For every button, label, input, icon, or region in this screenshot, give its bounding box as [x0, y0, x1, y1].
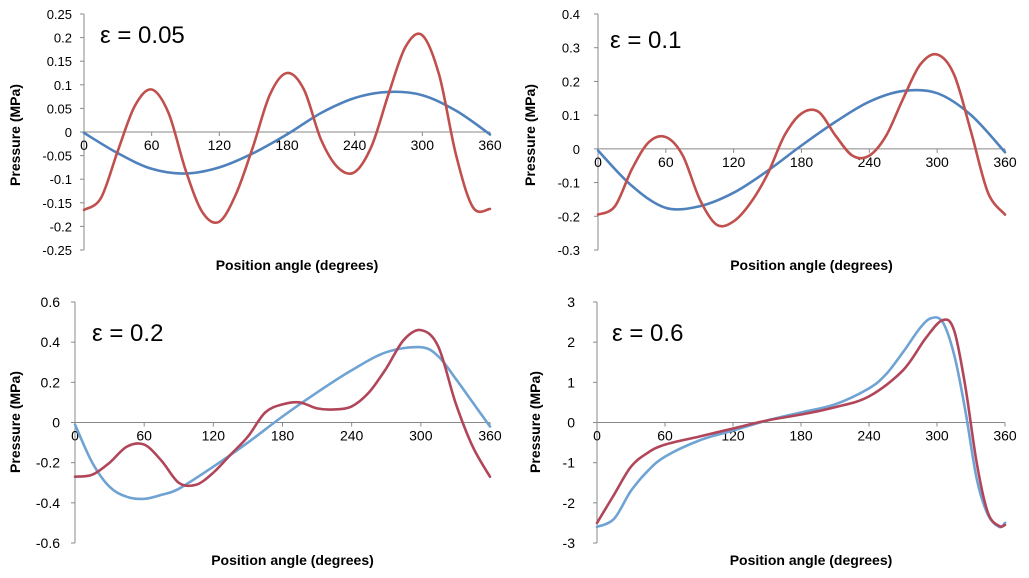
y-tick-label: 0 — [52, 415, 60, 431]
y-tick-label: 0.25 — [47, 7, 72, 22]
chart-panel-3: -0.6 -0.4 -0.2 0 0.2 0.4 0.6 0 60 120 180 240 300 360… — [0, 287, 515, 573]
y-tick-label: 0.15 — [47, 54, 72, 69]
y-tick-label: -2 — [563, 495, 576, 511]
x-tick-label: 120 — [202, 428, 226, 444]
y-tick-label: -0.3 — [558, 243, 580, 258]
y-axis-label: Pressure (MPa) — [522, 84, 538, 186]
y-tick-label: -3 — [563, 535, 576, 551]
x-tick-label: 300 — [925, 428, 949, 444]
x-tick-label: 240 — [340, 428, 364, 444]
x-tick-label: 0 — [80, 137, 88, 153]
y-tick-label: 0.2 — [562, 74, 580, 89]
y-tick-label: 0.3 — [562, 41, 580, 56]
x-tick-label: 360 — [993, 154, 1017, 170]
chart-1-svg: -0.25 -0.2 -0.15 -0.1 -0.05 0 0.05 0.1 0.15 0.2 0.… — [7, 7, 502, 273]
x-tick-label: 120 — [208, 137, 232, 153]
x-tick-label: 0 — [594, 154, 602, 170]
y-tick-label: -0.05 — [42, 149, 72, 164]
y-tick-label: -0.2 — [36, 455, 60, 471]
x-tick-label: 180 — [275, 137, 299, 153]
y-tick-label: 0.2 — [41, 374, 61, 390]
chart-title: ε = 0.2 — [92, 320, 163, 347]
x-tick-label: 360 — [478, 428, 502, 444]
y-tick-label: 0.05 — [47, 101, 72, 116]
series-line-2 — [595, 318, 1007, 529]
chart-title: ε = 0.05 — [100, 22, 185, 49]
x-tick-label: 360 — [993, 428, 1017, 444]
y-tick-label: 0 — [573, 142, 580, 157]
x-axis-label: Position angle (degrees) — [216, 257, 379, 273]
x-tick-label: 180 — [790, 154, 814, 170]
y-tick-label: -0.1 — [558, 176, 580, 191]
y-tick-label: -0.25 — [42, 243, 72, 258]
x-tick-label: 60 — [136, 428, 152, 444]
x-axis-label: Position angle (degrees) — [211, 552, 374, 568]
y-tick-label: -0.4 — [36, 495, 60, 511]
y-tick-label: 0.6 — [41, 294, 61, 310]
x-tick-label: 120 — [722, 154, 746, 170]
y-tick-label: 1 — [567, 374, 575, 390]
x-tick-label: 180 — [789, 428, 813, 444]
y-tick-label: -0.1 — [50, 172, 72, 187]
chart-panel-1: -0.25 -0.2 -0.15 -0.1 -0.05 0 0.05 0.1 0.15 0.2 0.… — [0, 0, 515, 287]
x-tick-label: 300 — [411, 137, 435, 153]
y-tick-label: -0.2 — [50, 219, 72, 234]
series-line-2 — [73, 328, 492, 488]
y-tick-label: 0 — [65, 125, 72, 140]
series-line-2 — [82, 32, 492, 225]
y-tick-label: -0.6 — [36, 535, 60, 551]
y-tick-label: 2 — [567, 334, 575, 350]
y-tick-label: -0.2 — [558, 209, 580, 224]
chart-2-svg: -0.3-0.2-0.100.10.20.30.40 60 120 180 240 300… — [522, 7, 1017, 273]
x-tick-label: 0 — [71, 428, 79, 444]
x-tick-label: 300 — [925, 154, 949, 170]
x-tick-label: 240 — [857, 428, 881, 444]
y-axis-label: Pressure (MPa) — [7, 84, 23, 186]
y-tick-label: 0.2 — [54, 31, 72, 46]
x-axis-label: Position angle (degrees) — [730, 552, 893, 568]
y-tick-label: 3 — [567, 294, 575, 310]
y-tick-label: 0.4 — [562, 7, 580, 22]
series-line-1 — [596, 88, 1007, 211]
y-tick-label: -1 — [563, 455, 576, 471]
y-tick-label: -0.15 — [42, 196, 72, 211]
y-tick-label: 0.1 — [54, 78, 72, 93]
x-tick-label: 60 — [658, 154, 674, 170]
y-tick-label: 0.4 — [41, 334, 61, 350]
x-axis-label: Position angle (degrees) — [730, 257, 893, 273]
x-tick-label: 300 — [409, 428, 433, 444]
y-tick-label: 0.1 — [562, 108, 580, 123]
series-line-1 — [82, 90, 492, 175]
x-tick-label: 180 — [271, 428, 295, 444]
series-line-1 — [595, 316, 1007, 529]
y-axis-label: Pressure (MPa) — [527, 371, 543, 473]
chart-panel-4: -3 -2 -1 0 1 2 3 0 60 120 180 240 300 360 ε = 0.6 Posit… — [515, 287, 1029, 573]
chart-3-svg: -0.6 -0.4 -0.2 0 0.2 0.4 0.6 0 60 120 180 240 300 360… — [7, 294, 502, 568]
x-tick-label: 0 — [593, 428, 601, 444]
y-axis-label: Pressure (MPa) — [7, 371, 23, 473]
series-line-1 — [73, 345, 492, 501]
x-tick-label: 240 — [343, 137, 367, 153]
y-tick-label: 0 — [567, 415, 575, 431]
x-tick-label: 60 — [657, 428, 673, 444]
x-tick-label: 360 — [478, 137, 502, 153]
chart-title: ε = 0.1 — [610, 27, 681, 54]
chart-title: ε = 0.6 — [612, 320, 683, 347]
x-tick-label: 60 — [144, 137, 160, 153]
series-line-2 — [596, 52, 1007, 228]
chart-panel-2: -0.3 -0.2 -0.1 0 0.1 0.2 0.3 0.4 0 60 120 180 240 300… — [515, 0, 1029, 287]
